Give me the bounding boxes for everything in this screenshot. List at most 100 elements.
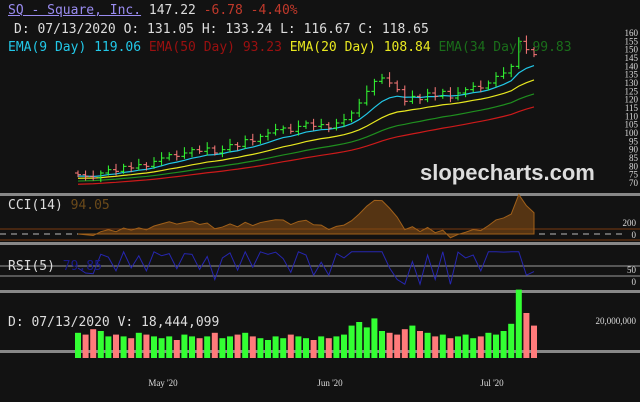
cci-tick-label: 0 (632, 230, 637, 240)
price-tick-label: 140 (625, 61, 639, 71)
rsi-line (77, 250, 535, 286)
volume-bar (135, 332, 142, 358)
panel-separator (0, 193, 640, 196)
x-tick-label: Jun '20 (317, 378, 343, 388)
volume-bar (143, 334, 150, 358)
volume-bar (105, 336, 112, 358)
panel-separator (0, 290, 640, 293)
volume-bar (333, 336, 340, 358)
ema9-label: EMA(9 Day) (8, 40, 87, 55)
price-tick-label: 120 (625, 95, 639, 105)
volume-bar (242, 332, 249, 358)
cci-area (77, 193, 535, 239)
cci-value: 94.05 (70, 198, 110, 213)
price-tick-label: 75 (629, 170, 639, 180)
volume-bar (439, 334, 446, 358)
ema20-value: 108.84 (383, 40, 431, 55)
volume-bar (265, 340, 271, 358)
title-row: SQ - Square, Inc. 147.22 -6.78 -4.40% (8, 3, 298, 18)
volume-bar (310, 340, 317, 358)
volume-bar (272, 336, 279, 358)
volume-bar (204, 336, 211, 358)
ema-legend: EMA(9 Day) 119.06 EMA(50 Day) 93.23 EMA(… (8, 40, 572, 55)
price-tick-label: 70 (629, 178, 639, 188)
volume-bar (394, 334, 401, 358)
volume-bar (432, 336, 439, 358)
price-tick-label: 155 (625, 36, 639, 46)
volume-tick-label: 20,000,000 (596, 316, 637, 326)
x-tick-label: Jul '20 (480, 378, 504, 388)
price-tick-label: 145 (625, 53, 639, 63)
ema20-line (77, 79, 535, 179)
volume-bar (151, 336, 157, 358)
ema34-line (77, 93, 535, 182)
volume-bar (113, 334, 119, 358)
ema50-line (77, 106, 535, 185)
volume-bar (341, 334, 347, 358)
price-tick-label: 85 (629, 153, 639, 163)
volume-bar (211, 332, 218, 358)
panel-separator (0, 242, 640, 245)
volume-bar (97, 331, 104, 358)
volume-bar (249, 336, 256, 358)
price-tick-label: 95 (629, 136, 639, 146)
ema50-value: 93.23 (242, 40, 282, 55)
price-tick-label: 150 (625, 45, 639, 55)
rsi-label: RSI(5) (8, 259, 55, 274)
volume-bar (318, 336, 325, 358)
volume-bar (189, 336, 195, 358)
volume-bar (75, 332, 81, 358)
volume-bar (515, 289, 522, 358)
volume-bar (348, 325, 355, 358)
volume-bar (158, 338, 165, 358)
cci-label-row: CCI(14) 94.05 (8, 198, 110, 213)
volume-bar (363, 327, 370, 358)
price-tick-label: 105 (625, 120, 639, 130)
volume-bar (401, 329, 408, 358)
volume-bar (287, 334, 294, 358)
volume-bar (470, 338, 477, 358)
volume-bar (219, 338, 226, 358)
volume-bar (257, 338, 264, 358)
ema34-label: EMA(34 Day) (438, 40, 525, 55)
ema20-label: EMA(20 Day) (289, 40, 376, 55)
price-tick-label: 160 (625, 28, 639, 38)
price-tick-label: 80 (629, 161, 639, 171)
change-pct: -4.40% (250, 3, 298, 18)
volume-bar (166, 336, 173, 358)
volume-bar (477, 336, 484, 358)
volume-bar (417, 331, 423, 358)
volume-bar (409, 325, 416, 358)
volume-bar (325, 338, 332, 358)
change: -6.78 (203, 3, 243, 18)
volume-bar (424, 332, 431, 358)
price-tick-label: 135 (625, 70, 639, 80)
volume-bar (295, 336, 302, 358)
volume-bar (447, 338, 454, 358)
volume-bar (196, 338, 203, 358)
price-tick-label: 100 (625, 128, 639, 138)
volume-bar (455, 336, 461, 358)
volume-bar (90, 329, 97, 358)
rsi-value: 79.85 (62, 259, 102, 274)
volume-bar (508, 323, 515, 358)
volume-bar (181, 334, 188, 358)
volume-bar (493, 334, 499, 358)
rsi-tick-label: 0 (632, 277, 637, 287)
volume-bar (523, 313, 530, 358)
volume-bar (356, 322, 363, 358)
cci-label: CCI(14) (8, 198, 63, 213)
ema50-label: EMA(50 Day) (148, 40, 235, 55)
volume-bar (120, 336, 127, 358)
ema9-value: 119.06 (94, 40, 142, 55)
cci-tick-label: 200 (623, 218, 637, 228)
symbol-link[interactable]: SQ - Square, Inc. (8, 3, 142, 18)
volume-bar (227, 336, 233, 358)
price-tick-label: 110 (625, 111, 639, 121)
volume-bar (82, 334, 89, 358)
volume-bar (280, 338, 287, 358)
x-tick-label: May '20 (148, 378, 178, 388)
ohlc-readout: D: 07/13/2020 O: 131.05 H: 133.24 L: 116… (14, 22, 429, 37)
